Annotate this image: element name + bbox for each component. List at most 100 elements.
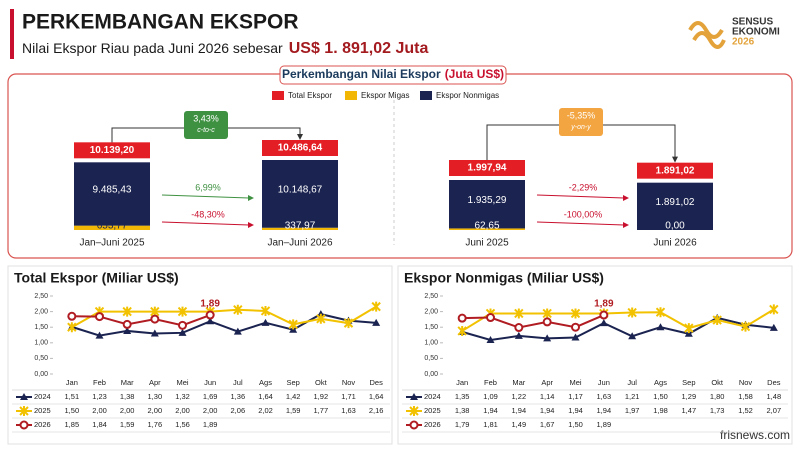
bar-label: 62,65 [474, 221, 499, 232]
watermark: frisnews.com [720, 428, 790, 442]
legend-marker [409, 406, 419, 416]
point [628, 332, 637, 340]
point [233, 327, 242, 335]
point [206, 317, 215, 325]
table-cell: 1,32 [175, 392, 190, 401]
point [67, 322, 77, 333]
logo-mark [688, 21, 726, 49]
growth-label: -100,00% [564, 209, 603, 219]
table-cell: 2,06 [231, 406, 246, 415]
point [769, 323, 778, 331]
point [542, 308, 552, 319]
logo-text: 2026 [732, 37, 755, 48]
y-tick-label: 1,50 [34, 324, 48, 331]
growth-arrow [161, 194, 250, 199]
x-tick-label: Des [369, 378, 383, 387]
table-cell: 1,50 [653, 392, 668, 401]
table-cell: 1,94 [597, 406, 612, 415]
y-tick-label: 0,50 [34, 355, 48, 362]
chart-title: Ekspor Nonmigas (Miliar US$) [404, 270, 604, 286]
point-callout: 1,89 [200, 299, 220, 310]
point [150, 314, 160, 324]
x-tick-label: Mei [176, 378, 188, 387]
x-tick-label: Mar [121, 378, 134, 387]
table-cell: 1,94 [512, 406, 527, 415]
y-tick-label: 1,00 [34, 340, 48, 347]
total-label-box [637, 162, 713, 179]
legend-label: 2025 [34, 406, 51, 415]
table-cell: 1,22 [512, 392, 527, 401]
chart-title: Total Ekspor (Miliar US$) [14, 270, 179, 286]
table-cell: 1,73 [710, 406, 725, 415]
table-cell: 1,81 [483, 420, 498, 429]
point [316, 310, 325, 318]
y-tick-label: 0,00 [34, 371, 48, 378]
table-cell: 1,63 [341, 406, 356, 415]
legend-marker [19, 420, 29, 430]
x-tick-label: Jun [204, 378, 216, 387]
legend-label: Total Ekspor [288, 91, 332, 100]
legend-swatch [420, 91, 432, 100]
x-tick-label: Nov [739, 378, 753, 387]
table-cell: 1,17 [568, 392, 583, 401]
table-cell: 2,16 [369, 406, 384, 415]
x-tick-label: Okt [711, 378, 724, 387]
line-panel [7, 265, 393, 445]
point [178, 328, 187, 336]
x-tick-label: Jul [233, 378, 243, 387]
table-cell: 1,52 [738, 406, 753, 415]
x-tick-label: Sep [682, 378, 695, 387]
panel-title: Perkembangan Nilai Ekspor (Juta US$) [282, 67, 504, 81]
bar-label: 10.148,67 [278, 185, 323, 196]
table-cell: 1,94 [540, 406, 555, 415]
growth-arrow [536, 194, 625, 199]
point [514, 323, 524, 333]
table-cell: 1,49 [512, 420, 527, 429]
point [769, 304, 779, 315]
page-title: PERKEMBANGAN EKSPOR [22, 11, 299, 34]
series-line [71, 305, 377, 329]
point [712, 315, 722, 326]
arrow-head [623, 222, 629, 228]
bar-label: 653,77 [97, 221, 128, 232]
point [571, 333, 580, 341]
series-line [71, 314, 211, 327]
total-label-box [449, 160, 525, 176]
table-cell: 1,36 [231, 392, 246, 401]
point [542, 317, 552, 327]
arrow-head [297, 134, 303, 140]
y-tick-label: 1,50 [424, 324, 438, 331]
legend-label: Ekspor Nonmigas [436, 91, 499, 100]
page-subtitle: Nilai Ekspor Riau pada Juni 2026 sebesar… [22, 40, 428, 58]
total-label: 1.997,94 [468, 163, 507, 174]
x-tick-label: Okt [315, 378, 328, 387]
point [514, 308, 524, 319]
table-cell: 1,38 [120, 392, 135, 401]
bar-segment [449, 228, 525, 230]
legend-marker [409, 420, 419, 430]
point [486, 313, 495, 323]
point [570, 308, 581, 319]
legend-marker [19, 406, 29, 416]
point [599, 319, 608, 327]
point [150, 329, 159, 337]
series-line [71, 313, 377, 337]
x-tick-label: Jun [598, 378, 610, 387]
total-label: 10.486,64 [278, 143, 323, 154]
table-cell: 1,67 [540, 420, 555, 429]
y-tick-label: 2,00 [34, 308, 48, 315]
x-tick-label: Jan [456, 378, 468, 387]
x-tick-label: Feb [484, 378, 497, 387]
point [95, 331, 104, 339]
table-cell: 1,97 [625, 406, 640, 415]
point [178, 320, 187, 330]
point [260, 305, 271, 316]
category-label: Juni 2025 [465, 238, 509, 249]
bar-segment [637, 182, 713, 230]
point-callout: 1,89 [594, 299, 614, 310]
point [571, 322, 580, 332]
y-tick-label: 0,00 [424, 371, 438, 378]
legend-label: 2026 [424, 420, 441, 429]
table-cell: 1,35 [455, 392, 470, 401]
